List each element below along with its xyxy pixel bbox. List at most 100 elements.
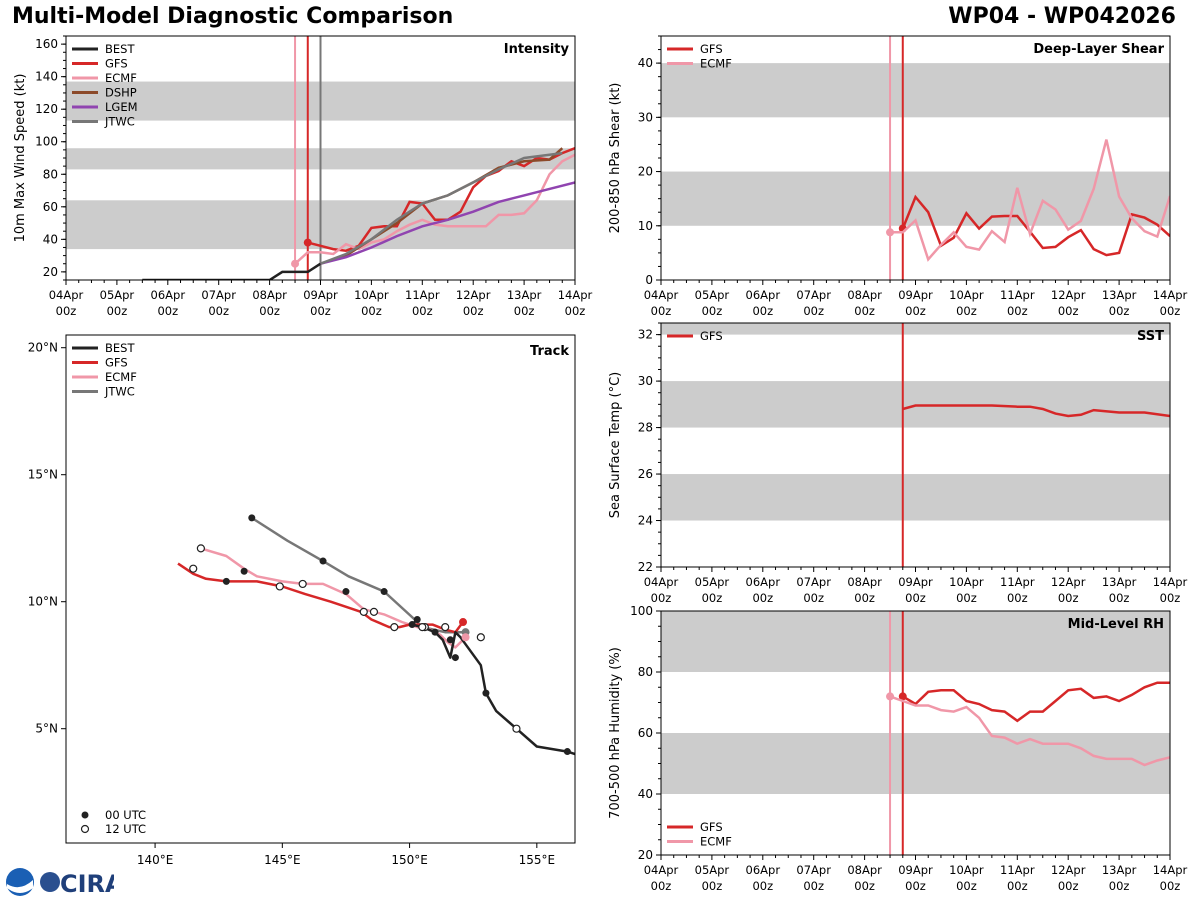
x-tick-label-hour: 00z bbox=[752, 879, 773, 893]
x-tick-label-hour: 00z bbox=[1007, 304, 1028, 318]
track-marker-12utc bbox=[369, 607, 379, 616]
x-tick-label-day: 10Apr bbox=[949, 288, 984, 302]
x-tick-label: 155°E bbox=[519, 853, 556, 867]
x-tick-label-day: 12Apr bbox=[1051, 575, 1086, 589]
panel-title: Intensity bbox=[504, 42, 570, 57]
x-tick-label-day: 07Apr bbox=[201, 288, 236, 302]
x-tick-label: 145°E bbox=[264, 853, 301, 867]
y-tick-label: 5°N bbox=[35, 722, 58, 736]
series-start-point-ecmf bbox=[291, 259, 300, 268]
x-tick-label-hour: 00z bbox=[854, 304, 875, 318]
x-tick-label: 140°E bbox=[137, 853, 174, 867]
y-tick-label: 40 bbox=[638, 56, 653, 70]
series-start-point-gfs bbox=[898, 692, 907, 701]
y-tick-label: 80 bbox=[638, 665, 653, 679]
x-tick-label-hour: 00z bbox=[361, 304, 382, 318]
series-start-point-ecmf bbox=[886, 692, 895, 701]
y-axis-label: 10m Max Wind Speed (kt) bbox=[13, 74, 28, 243]
legend-label-jtwc: JTWC bbox=[104, 115, 135, 129]
x-tick-label-hour: 00z bbox=[702, 879, 723, 893]
shaded-band bbox=[661, 63, 1170, 118]
x-tick-label-hour: 00z bbox=[651, 304, 672, 318]
x-tick-label-hour: 00z bbox=[1109, 879, 1130, 893]
x-tick-label-day: 13Apr bbox=[1102, 575, 1137, 589]
x-tick-label-hour: 00z bbox=[107, 304, 128, 318]
series-line-ecmf bbox=[294, 153, 575, 265]
x-tick-label-day: 13Apr bbox=[507, 288, 542, 302]
x-tick-label-day: 11Apr bbox=[405, 288, 440, 302]
track-marker-00utc bbox=[342, 588, 350, 596]
x-tick-label-hour: 00z bbox=[702, 304, 723, 318]
x-tick-label-hour: 00z bbox=[1109, 591, 1130, 605]
x-tick-label-day: 11Apr bbox=[1000, 863, 1035, 877]
shaded-band bbox=[661, 611, 1170, 672]
series-line-ecmf bbox=[890, 139, 1170, 262]
track-marker-12utc bbox=[441, 622, 450, 632]
x-tick-label-day: 08Apr bbox=[847, 575, 882, 589]
y-tick-label: 28 bbox=[638, 421, 653, 435]
marker-legend-12utc-symbol bbox=[80, 824, 90, 834]
x-tick-label-hour: 00z bbox=[651, 591, 672, 605]
track-marker-00utc bbox=[446, 636, 454, 644]
storm-id-label: WP04 - WP042026 bbox=[948, 4, 1176, 29]
marker-legend-12utc-label: 12 UTC bbox=[105, 822, 146, 836]
x-tick-label-hour: 00z bbox=[651, 879, 672, 893]
x-tick-label-hour: 00z bbox=[56, 304, 77, 318]
x-tick-label-day: 13Apr bbox=[1102, 863, 1137, 877]
legend-label-gfs: GFS bbox=[700, 42, 723, 56]
y-tick-label: 60 bbox=[638, 726, 653, 740]
x-tick-label-hour: 00z bbox=[956, 879, 977, 893]
series-line-gfs bbox=[902, 681, 1170, 723]
y-tick-label: 20 bbox=[638, 165, 653, 179]
x-tick-label-hour: 00z bbox=[956, 304, 977, 318]
x-tick-label-day: 14Apr bbox=[1153, 863, 1188, 877]
y-tick-label: 140 bbox=[35, 70, 58, 84]
x-tick-label-hour: 00z bbox=[905, 879, 926, 893]
track-marker-00utc bbox=[408, 621, 416, 629]
legend-label-dshp: DSHP bbox=[105, 86, 137, 100]
track-marker-00utc bbox=[431, 628, 439, 636]
y-tick-label: 20 bbox=[638, 848, 653, 862]
series-line-jtwc bbox=[320, 151, 563, 265]
x-tick-label-hour: 00z bbox=[310, 304, 331, 318]
y-tick-label: 10°N bbox=[28, 595, 58, 609]
y-tick-label: 60 bbox=[43, 200, 58, 214]
x-tick-label-day: 04Apr bbox=[644, 863, 679, 877]
x-tick-label-hour: 00z bbox=[1007, 879, 1028, 893]
y-tick-label: 40 bbox=[638, 787, 653, 801]
series-start-point-ecmf bbox=[886, 228, 895, 237]
y-tick-label: 24 bbox=[638, 514, 653, 528]
x-tick-label-day: 11Apr bbox=[1000, 288, 1035, 302]
y-axis-label: 700-500 hPa Humidity (%) bbox=[608, 647, 623, 819]
legend-label-gfs: GFS bbox=[105, 356, 128, 370]
x-tick-label-hour: 00z bbox=[208, 304, 229, 318]
x-tick-label-day: 14Apr bbox=[1153, 288, 1188, 302]
x-tick-label-hour: 00z bbox=[514, 304, 535, 318]
y-tick-label: 30 bbox=[638, 374, 653, 388]
x-tick-label-hour: 00z bbox=[412, 304, 433, 318]
legend-label-lgem: LGEM bbox=[105, 100, 138, 114]
track-marker-12utc bbox=[390, 622, 399, 632]
cira-logo-text: CIRA bbox=[60, 870, 114, 898]
legend-label-ecmf: ECMF bbox=[105, 370, 137, 384]
x-tick-label-day: 05Apr bbox=[100, 288, 135, 302]
x-tick-label-hour: 00z bbox=[1109, 304, 1130, 318]
legend-label-ecmf: ECMF bbox=[700, 57, 732, 71]
x-tick-label-day: 05Apr bbox=[695, 575, 730, 589]
cira-globe-icon bbox=[40, 872, 60, 892]
x-tick-label-day: 14Apr bbox=[558, 288, 593, 302]
panel-title: Deep-Layer Shear bbox=[1033, 42, 1164, 57]
x-tick-label-day: 08Apr bbox=[847, 863, 882, 877]
x-tick-label-hour: 00z bbox=[1007, 591, 1028, 605]
x-tick-label-day: 09Apr bbox=[898, 863, 933, 877]
track-marker-12utc bbox=[359, 607, 368, 616]
x-tick-label-hour: 00z bbox=[854, 591, 875, 605]
legend-label-gfs: GFS bbox=[700, 329, 723, 343]
noaa-wave-icon bbox=[7, 880, 33, 893]
track-marker-00utc bbox=[380, 588, 388, 596]
x-tick-label-day: 09Apr bbox=[898, 288, 933, 302]
track-marker-12utc bbox=[512, 724, 521, 733]
